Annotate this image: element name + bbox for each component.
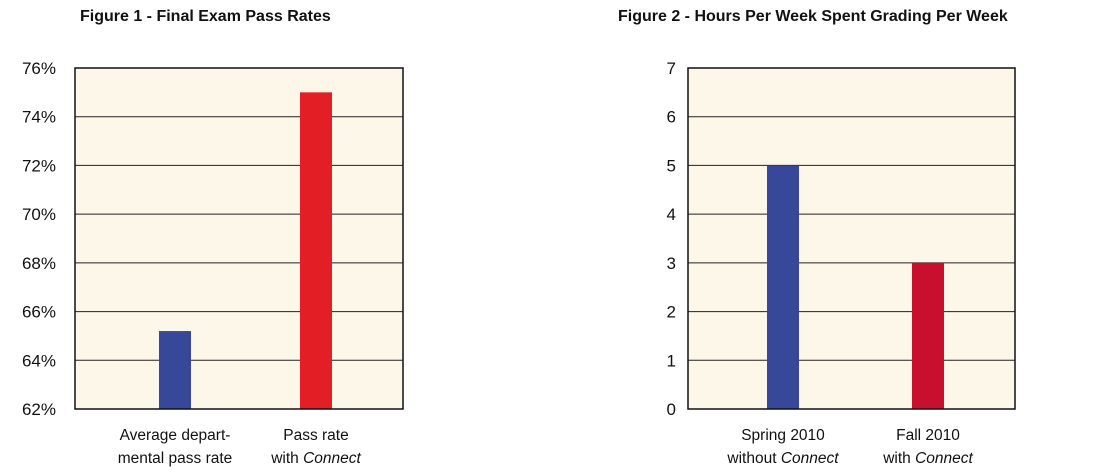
bar [159, 331, 191, 409]
y-tick-label: 6 [667, 108, 676, 127]
figure-1: Figure 1 - Final Exam Pass Rates 62% 64% 6… [0, 0, 520, 472]
figure-1-chart: 62% 64% 66% 68% 70% 72% 74% 76% Average depart-m… [22, 59, 404, 467]
plot-border [74, 67, 404, 410]
y-tick-label: 66% [22, 303, 56, 322]
y-tick-label: 70% [22, 205, 56, 224]
bar [912, 262, 944, 409]
x-category-label: Average depart- [120, 427, 231, 444]
y-tick-label: 64% [22, 351, 56, 370]
bar [300, 92, 332, 409]
y-tick-label: 5 [667, 156, 676, 175]
x-category-label: Spring 2010 [741, 427, 825, 444]
x-category-label: Pass rate [283, 427, 348, 444]
x-category-label: with Connect [882, 450, 973, 467]
y-tick-label: 68% [22, 254, 56, 273]
bar [767, 165, 799, 409]
figure-2: Figure 2 - Hours Per Week Spent Grading … [560, 0, 1110, 472]
figure-2-chart: 0 1 2 3 4 5 6 7 Spring 2010 without Connect Fall 2… [667, 59, 1016, 467]
y-tick-label: 1 [667, 351, 676, 370]
figure-1-title: Figure 1 - Final Exam Pass Rates [80, 8, 331, 25]
x-category-label: mental pass rate [118, 450, 233, 467]
y-tick-label: 4 [667, 205, 676, 224]
plot-area [688, 68, 1015, 409]
plot-area [75, 68, 403, 409]
y-tick-label: 3 [667, 254, 676, 273]
figure-2-title: Figure 2 - Hours Per Week Spent Grading … [618, 8, 1008, 25]
y-tick-label: 2 [667, 303, 676, 322]
y-tick-label: 7 [667, 59, 676, 78]
x-category-label: Fall 2010 [896, 427, 960, 444]
y-tick-label: 74% [22, 108, 56, 127]
x-category-label: with Connect [270, 450, 361, 467]
y-tick-label: 76% [22, 59, 56, 78]
y-tick-label: 72% [22, 156, 56, 175]
x-category-label: without Connect [726, 450, 839, 467]
y-tick-label: 0 [667, 400, 676, 419]
plot-border [687, 67, 1016, 410]
y-tick-label: 62% [22, 400, 56, 419]
